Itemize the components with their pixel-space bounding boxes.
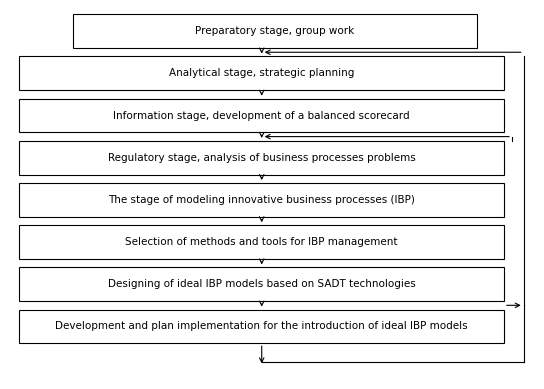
Bar (20, 56, 504, 90)
Bar (20, 141, 504, 175)
Text: Designing of ideal IBP models based on SADT technologies: Designing of ideal IBP models based on S… (108, 279, 416, 289)
Text: Analytical stage, strategic planning: Analytical stage, strategic planning (169, 68, 354, 78)
Text: Development and plan implementation for the introduction of ideal IBP models: Development and plan implementation for … (55, 321, 468, 331)
Text: Selection of methods and tools for IBP management: Selection of methods and tools for IBP m… (126, 237, 398, 247)
Text: Regulatory stage, analysis of business processes problems: Regulatory stage, analysis of business p… (108, 153, 416, 163)
Bar (73, 14, 477, 48)
Bar (20, 225, 504, 259)
Text: Information stage, development of a balanced scorecard: Information stage, development of a bala… (113, 110, 410, 121)
Bar (20, 310, 504, 343)
Bar (20, 267, 504, 301)
Text: The stage of modeling innovative business processes (IBP): The stage of modeling innovative busines… (108, 195, 415, 205)
Text: Preparatory stage, group work: Preparatory stage, group work (195, 26, 355, 36)
Bar (20, 183, 504, 217)
Bar (20, 99, 504, 132)
